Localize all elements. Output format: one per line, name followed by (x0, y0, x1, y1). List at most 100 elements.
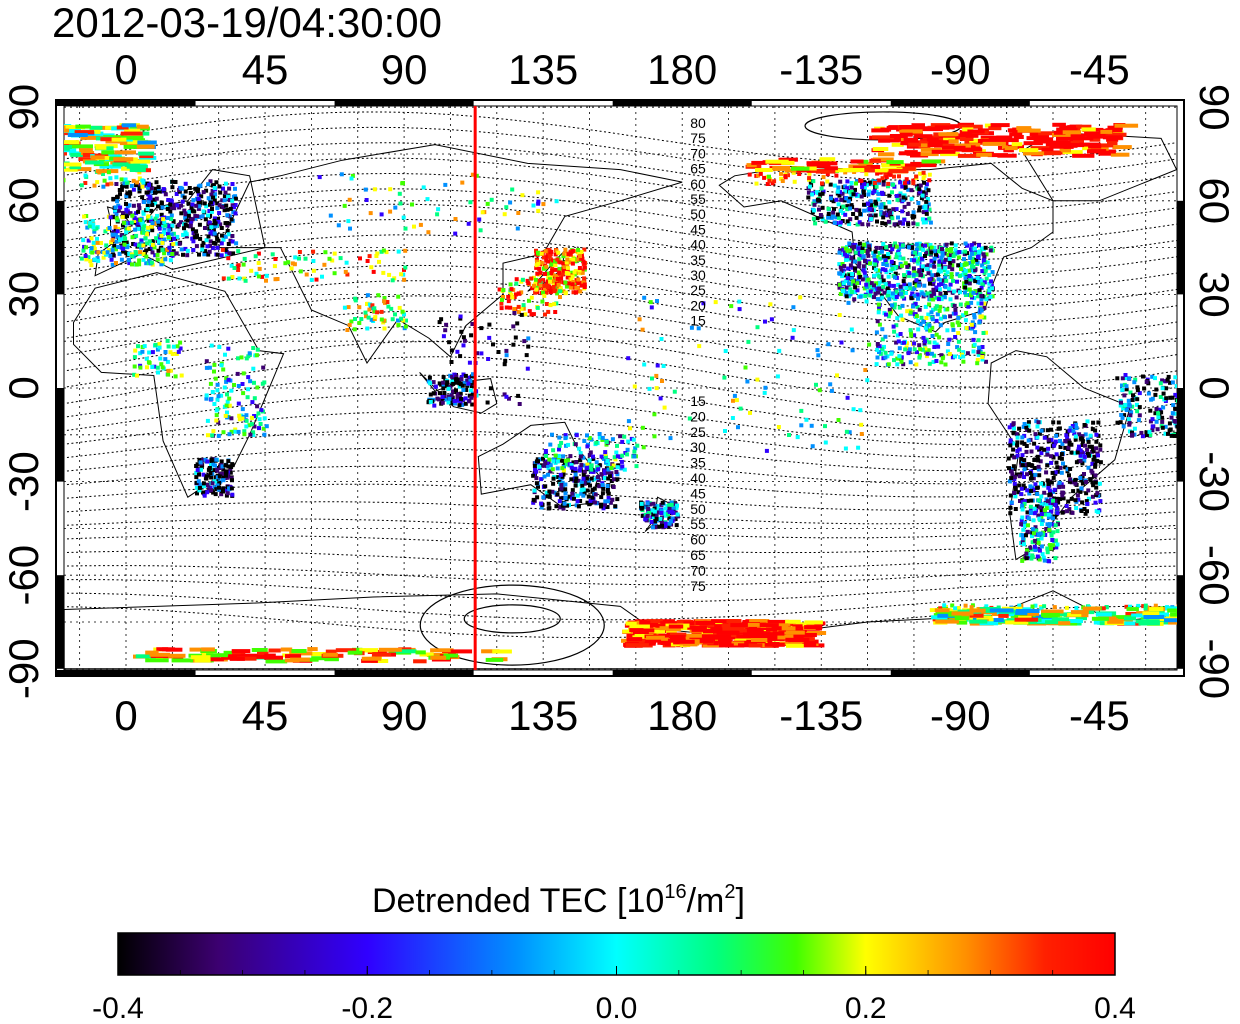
tec-pixel (1082, 472, 1086, 476)
left-lat-tick: -30 (0, 451, 47, 512)
tec-pixel (976, 301, 981, 306)
top-lon-tick: -45 (1069, 46, 1130, 93)
tec-pixel (557, 447, 561, 452)
contour-line (64, 374, 1177, 433)
tec-pixel (918, 143, 934, 148)
tec-pixel (1054, 612, 1075, 617)
tec-pixel (1136, 603, 1141, 608)
tec-pixel (211, 227, 216, 232)
tec-pixel (918, 183, 923, 188)
tec-pixel (886, 184, 890, 189)
tec-pixel (110, 248, 115, 253)
tec-pixel (322, 262, 327, 267)
tec-pixel (90, 155, 105, 160)
tec-pixel (219, 459, 224, 464)
tec-pixel (539, 260, 544, 265)
tec-pixel (1031, 518, 1036, 523)
tec-pixel (659, 502, 664, 507)
tec-pixel (906, 201, 911, 206)
tec-pixel (222, 198, 227, 203)
tec-pixel (221, 367, 226, 372)
tec-pixel (1082, 507, 1087, 511)
tec-pixel (120, 131, 143, 136)
tec-pixel (171, 219, 176, 224)
tec-pixel (194, 464, 199, 468)
tec-pixel (150, 365, 155, 369)
tec-pixel (375, 251, 380, 256)
tec-pixel (79, 148, 93, 153)
tec-pixel (929, 258, 934, 263)
tec-pixel (213, 376, 218, 381)
tec-pixel (573, 469, 578, 474)
tec-pixel (147, 194, 152, 199)
tec-pixel (930, 123, 951, 128)
tec-pixel (591, 477, 596, 482)
contour-line (64, 592, 1177, 621)
tec-pixel (602, 469, 607, 474)
tec-pixel (363, 310, 368, 315)
tec-pixel (156, 185, 161, 190)
tec-pixel (113, 232, 118, 237)
tec-pixel (1053, 499, 1058, 504)
tec-pixel (534, 476, 539, 481)
tec-pixel (1093, 480, 1098, 485)
tec-pixel (219, 393, 224, 398)
tec-pixel (157, 342, 162, 346)
tec-pixel (806, 163, 831, 168)
tec-pixel (950, 267, 955, 272)
tec-pixel (1079, 486, 1084, 491)
tec-pixel (806, 195, 811, 200)
tec-pixel (849, 180, 854, 185)
tec-pixel (804, 620, 823, 625)
tec-pixel (233, 427, 238, 432)
tec-pixel (549, 262, 554, 267)
tec-pixel (1029, 489, 1034, 493)
tec-pixel (124, 194, 129, 199)
tec-pixel (926, 348, 931, 353)
tec-pixel (962, 252, 967, 257)
tec-pixel (923, 206, 928, 211)
tec-pixel (1078, 448, 1083, 453)
tec-pixel (1094, 432, 1099, 437)
tec-pixel (622, 467, 627, 472)
tec-pixel (902, 296, 907, 301)
tec-pixel (298, 269, 303, 274)
tec-pixel (372, 306, 377, 311)
tec-pixel (826, 206, 831, 211)
tec-pixel (215, 201, 220, 206)
tec-pixel (1011, 422, 1016, 427)
tec-pixel (959, 124, 983, 129)
tec-pixel (953, 335, 958, 339)
tec-pixel (224, 203, 229, 208)
tec-pixel (934, 342, 939, 347)
tec-pixel (588, 483, 592, 488)
tec-pixel (875, 297, 880, 302)
tec-pixel (982, 266, 987, 271)
tec-pixel (1013, 494, 1018, 499)
tec-pixel (964, 140, 983, 145)
tec-pixel (989, 279, 994, 284)
tec-pixel (925, 291, 930, 296)
tec-pixel (159, 212, 164, 217)
tec-pixel (1069, 496, 1074, 501)
tec-pixel (157, 236, 162, 241)
tec-pixel (564, 462, 569, 467)
tec-pixel (212, 485, 217, 490)
tec-pixel (1135, 619, 1160, 624)
tec-pixel (194, 203, 199, 208)
tec-pixel (209, 192, 214, 197)
tec-pixel (153, 342, 158, 347)
tec-pixel (1078, 458, 1083, 463)
tec-pixel (208, 381, 213, 386)
tec-pixel (874, 201, 879, 206)
tec-pixel (132, 372, 137, 377)
tec-pixel (1088, 433, 1093, 438)
tec-pixel (611, 485, 616, 489)
tec-pixel (738, 643, 750, 648)
tec-pixel (887, 193, 892, 198)
tec-pixel (965, 146, 981, 151)
tec-pixel (293, 255, 298, 260)
tec-pixel (217, 474, 222, 479)
tec-pixel (912, 258, 916, 263)
